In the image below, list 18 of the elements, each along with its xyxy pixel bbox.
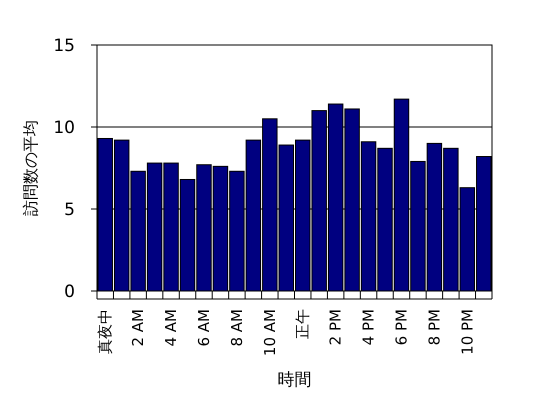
- x-tick-label: 10 AM: [260, 309, 279, 356]
- x-tick-label: 8 PM: [425, 309, 444, 346]
- x-tick-label: 4 AM: [162, 309, 180, 347]
- x-axis-title: 時間: [278, 370, 312, 390]
- x-tick-label: 6 AM: [194, 309, 213, 347]
- y-tick-label: 0: [64, 282, 75, 302]
- x-tick-label: 6 PM: [392, 309, 410, 346]
- x-tick-label: 8 AM: [228, 309, 246, 347]
- x-tick-label: 正午: [294, 309, 312, 339]
- y-axis-title: 訪問数の平均: [21, 120, 40, 216]
- y-tick-label: 5: [64, 200, 75, 220]
- x-tick-label: 4 PM: [360, 309, 378, 346]
- x-tick-label: 真夜中: [96, 309, 114, 354]
- x-tick-label: 2 PM: [326, 309, 345, 346]
- x-tick-label: 2 AM: [129, 309, 148, 347]
- y-tick-label: 10: [53, 118, 75, 138]
- y-tick-label: 15: [53, 36, 75, 56]
- x-tick-label: 10 PM: [458, 309, 476, 355]
